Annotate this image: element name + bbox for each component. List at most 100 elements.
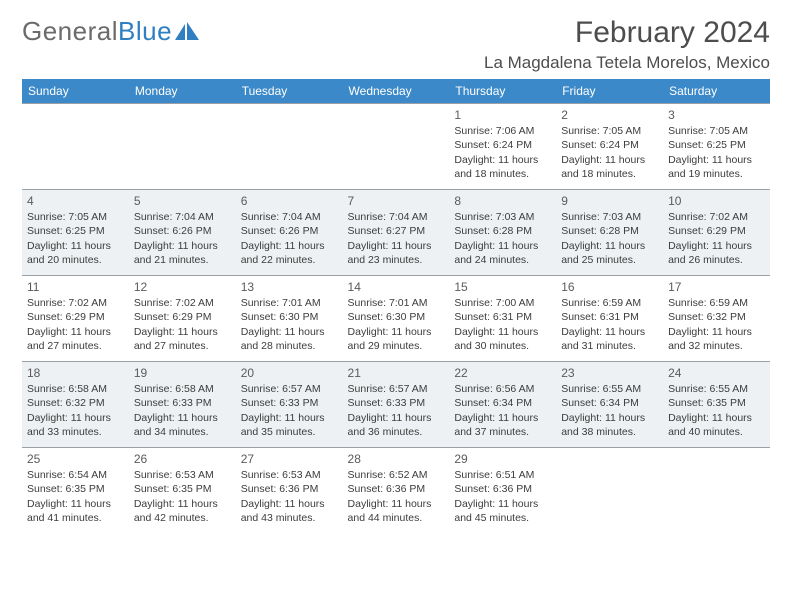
day-number: 10 (668, 193, 765, 209)
day-detail: and 28 minutes. (241, 339, 338, 353)
day-detail: Sunset: 6:32 PM (668, 310, 765, 324)
day-detail: Daylight: 11 hours (134, 411, 231, 425)
day-detail: Sunset: 6:33 PM (348, 396, 445, 410)
calendar-cell: 17Sunrise: 6:59 AMSunset: 6:32 PMDayligh… (663, 276, 770, 362)
day-detail: Sunrise: 7:06 AM (454, 124, 551, 138)
calendar-cell: 12Sunrise: 7:02 AMSunset: 6:29 PMDayligh… (129, 276, 236, 362)
day-detail: Daylight: 11 hours (348, 497, 445, 511)
calendar-cell: 26Sunrise: 6:53 AMSunset: 6:35 PMDayligh… (129, 448, 236, 534)
calendar-cell (236, 104, 343, 190)
day-detail: Sunrise: 6:57 AM (241, 382, 338, 396)
day-detail: and 22 minutes. (241, 253, 338, 267)
day-number: 26 (134, 451, 231, 467)
day-detail: Sunset: 6:29 PM (27, 310, 124, 324)
day-detail: and 41 minutes. (27, 511, 124, 525)
calendar-cell (343, 104, 450, 190)
calendar-cell: 2Sunrise: 7:05 AMSunset: 6:24 PMDaylight… (556, 104, 663, 190)
day-number: 11 (27, 279, 124, 295)
day-detail: Sunrise: 7:02 AM (134, 296, 231, 310)
day-detail: Sunset: 6:36 PM (454, 482, 551, 496)
title-block: February 2024 La Magdalena Tetela Morelo… (484, 16, 770, 73)
day-detail: Sunrise: 6:57 AM (348, 382, 445, 396)
day-detail: Daylight: 11 hours (668, 411, 765, 425)
day-detail: and 31 minutes. (561, 339, 658, 353)
day-detail: Sunset: 6:36 PM (348, 482, 445, 496)
calendar-cell (129, 104, 236, 190)
day-detail: and 37 minutes. (454, 425, 551, 439)
day-detail: Sunrise: 7:05 AM (668, 124, 765, 138)
day-detail: Sunset: 6:30 PM (241, 310, 338, 324)
day-detail: Sunrise: 6:52 AM (348, 468, 445, 482)
day-detail: Sunrise: 7:05 AM (27, 210, 124, 224)
day-detail: Sunrise: 7:04 AM (241, 210, 338, 224)
calendar-row: 25Sunrise: 6:54 AMSunset: 6:35 PMDayligh… (22, 448, 770, 534)
day-detail: Daylight: 11 hours (27, 239, 124, 253)
calendar-cell: 8Sunrise: 7:03 AMSunset: 6:28 PMDaylight… (449, 190, 556, 276)
day-detail: Sunrise: 7:00 AM (454, 296, 551, 310)
calendar-cell: 5Sunrise: 7:04 AMSunset: 6:26 PMDaylight… (129, 190, 236, 276)
calendar-row: 4Sunrise: 7:05 AMSunset: 6:25 PMDaylight… (22, 190, 770, 276)
day-detail: Sunset: 6:34 PM (454, 396, 551, 410)
day-detail: and 25 minutes. (561, 253, 658, 267)
day-detail: Sunset: 6:25 PM (27, 224, 124, 238)
day-detail: Sunrise: 7:04 AM (134, 210, 231, 224)
day-detail: Sunset: 6:24 PM (561, 138, 658, 152)
day-detail: Sunrise: 6:56 AM (454, 382, 551, 396)
day-detail: Sunset: 6:26 PM (241, 224, 338, 238)
weekday-header: Thursday (449, 79, 556, 104)
calendar-cell: 16Sunrise: 6:59 AMSunset: 6:31 PMDayligh… (556, 276, 663, 362)
day-detail: and 21 minutes. (134, 253, 231, 267)
day-detail: Sunrise: 7:03 AM (454, 210, 551, 224)
day-detail: Sunrise: 7:02 AM (668, 210, 765, 224)
calendar-cell: 20Sunrise: 6:57 AMSunset: 6:33 PMDayligh… (236, 362, 343, 448)
day-detail: Daylight: 11 hours (454, 153, 551, 167)
day-detail: Daylight: 11 hours (241, 325, 338, 339)
day-number: 7 (348, 193, 445, 209)
calendar-cell: 29Sunrise: 6:51 AMSunset: 6:36 PMDayligh… (449, 448, 556, 534)
day-number: 4 (27, 193, 124, 209)
calendar-table: Sunday Monday Tuesday Wednesday Thursday… (22, 79, 770, 534)
day-detail: and 40 minutes. (668, 425, 765, 439)
day-detail: Sunset: 6:26 PM (134, 224, 231, 238)
day-detail: Daylight: 11 hours (561, 411, 658, 425)
calendar-cell: 1Sunrise: 7:06 AMSunset: 6:24 PMDaylight… (449, 104, 556, 190)
calendar-head: Sunday Monday Tuesday Wednesday Thursday… (22, 79, 770, 104)
day-number: 28 (348, 451, 445, 467)
day-detail: and 38 minutes. (561, 425, 658, 439)
day-detail: Daylight: 11 hours (668, 239, 765, 253)
day-detail: Sunrise: 6:54 AM (27, 468, 124, 482)
day-detail: Daylight: 11 hours (454, 497, 551, 511)
calendar-cell: 21Sunrise: 6:57 AMSunset: 6:33 PMDayligh… (343, 362, 450, 448)
day-detail: Daylight: 11 hours (241, 497, 338, 511)
day-detail: Daylight: 11 hours (454, 325, 551, 339)
day-detail: Sunrise: 6:53 AM (241, 468, 338, 482)
day-number: 17 (668, 279, 765, 295)
calendar-cell: 23Sunrise: 6:55 AMSunset: 6:34 PMDayligh… (556, 362, 663, 448)
day-number: 24 (668, 365, 765, 381)
day-detail: Sunset: 6:24 PM (454, 138, 551, 152)
day-detail: Sunset: 6:31 PM (454, 310, 551, 324)
calendar-body: 1Sunrise: 7:06 AMSunset: 6:24 PMDaylight… (22, 104, 770, 534)
calendar-cell: 25Sunrise: 6:54 AMSunset: 6:35 PMDayligh… (22, 448, 129, 534)
calendar-cell: 3Sunrise: 7:05 AMSunset: 6:25 PMDaylight… (663, 104, 770, 190)
day-detail: and 23 minutes. (348, 253, 445, 267)
day-detail: Daylight: 11 hours (241, 411, 338, 425)
location-subtitle: La Magdalena Tetela Morelos, Mexico (484, 53, 770, 73)
weekday-header: Sunday (22, 79, 129, 104)
day-number: 12 (134, 279, 231, 295)
day-number: 16 (561, 279, 658, 295)
calendar-row: 1Sunrise: 7:06 AMSunset: 6:24 PMDaylight… (22, 104, 770, 190)
day-number: 21 (348, 365, 445, 381)
day-detail: Daylight: 11 hours (134, 497, 231, 511)
day-detail: Sunset: 6:27 PM (348, 224, 445, 238)
day-number: 5 (134, 193, 231, 209)
day-detail: and 18 minutes. (454, 167, 551, 181)
day-detail: Sunrise: 6:55 AM (668, 382, 765, 396)
month-title: February 2024 (484, 16, 770, 50)
day-detail: Sunset: 6:28 PM (454, 224, 551, 238)
calendar-cell: 9Sunrise: 7:03 AMSunset: 6:28 PMDaylight… (556, 190, 663, 276)
day-number: 13 (241, 279, 338, 295)
day-detail: Sunset: 6:29 PM (668, 224, 765, 238)
day-number: 27 (241, 451, 338, 467)
calendar-cell: 27Sunrise: 6:53 AMSunset: 6:36 PMDayligh… (236, 448, 343, 534)
